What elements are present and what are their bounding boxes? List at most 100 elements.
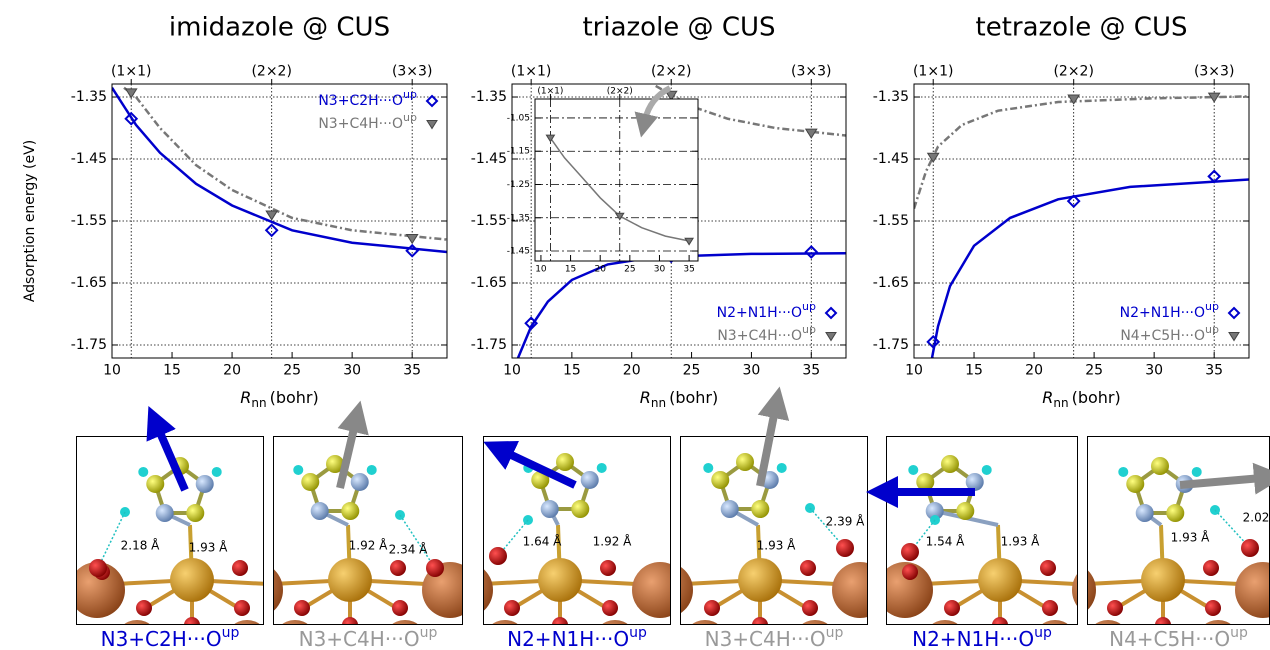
x2-tick-label: (2×2): [251, 63, 291, 79]
legend-label: N2+N1H···Oup: [717, 300, 816, 321]
panel-frame: [483, 436, 671, 625]
hbond: [399, 514, 436, 569]
y-tick-label: -1.15: [507, 147, 530, 157]
x-label-symbol: R: [1042, 388, 1053, 407]
distance-label: 2.18 Å: [121, 538, 161, 553]
distance-label: 1.93 Å: [757, 538, 797, 553]
atom-cu: [886, 562, 933, 618]
x-tick-label: 35: [802, 363, 820, 379]
ring-atom: [720, 500, 739, 519]
x-tick-label: 15: [965, 363, 983, 379]
ring-atom: [195, 474, 214, 493]
y-tick-label: -1.75: [471, 337, 507, 353]
atom-h: [1191, 466, 1202, 477]
structure-label: N2+N1H···Oup: [912, 625, 1052, 650]
x-tick-label: 30: [1145, 363, 1163, 379]
x-tick-label: 15: [163, 363, 181, 379]
ring-atom: [310, 502, 329, 521]
atom-cu: [491, 620, 519, 625]
atom-o: [1042, 600, 1058, 616]
structure-name: N4+C5H···O: [1109, 627, 1230, 650]
atom-cu: [931, 620, 959, 625]
x-tick-label: 10: [905, 363, 923, 379]
ring-atom: [341, 502, 360, 521]
ring-atom: [155, 504, 174, 523]
data-point: [405, 243, 420, 258]
data-point: [1066, 194, 1081, 209]
atom-o: [944, 600, 960, 616]
atom-cu: [123, 620, 151, 625]
ring-atom: [540, 500, 559, 519]
x2-tick-label: (3×3): [1194, 63, 1234, 79]
atom-h: [138, 466, 149, 477]
ring-atom: [571, 500, 590, 519]
structure-label: N3+C4H···Oup: [299, 625, 438, 650]
legend-name: N2+N1H···O: [1120, 305, 1205, 321]
legend-sup: up: [1205, 300, 1219, 313]
x-tick-label: 25: [1085, 363, 1103, 379]
atom-o: [800, 560, 816, 576]
atom-o: [89, 559, 107, 577]
data-point: [926, 152, 940, 164]
ring-atom: [941, 455, 959, 473]
x-tick-label: 30: [654, 265, 666, 275]
atom-o: [836, 539, 854, 557]
y-tick-label: -1.05: [507, 113, 530, 123]
atom-o: [1205, 600, 1221, 616]
x-tick-label: 20: [1025, 363, 1043, 379]
legend-name: N4+C5H···O: [1120, 328, 1205, 344]
data-point: [1207, 92, 1221, 103]
panel-frame: [680, 436, 868, 625]
x-tick-label: 30: [343, 363, 361, 379]
x2-tick-label: (3×3): [392, 63, 432, 79]
atom-o: [390, 560, 406, 576]
structure-label: N4+C5H···Oup: [1109, 625, 1248, 650]
y-tick-label: -1.35: [873, 89, 909, 105]
x-label-sub: nn: [251, 396, 266, 410]
x-tick-label: 10: [103, 363, 121, 379]
fit-curve: [930, 178, 1249, 358]
structure-sup: up: [1230, 625, 1248, 641]
atom-cu: [601, 620, 629, 625]
structure-label: N2+N1H···Oup: [507, 625, 647, 650]
legend-label: N3+C2H···Oup: [318, 88, 417, 109]
atom-o: [752, 617, 768, 625]
x-tick-label: 15: [565, 265, 576, 275]
data-point: [524, 316, 539, 331]
data-point: [804, 245, 819, 259]
chart-title: triazole @ CUS: [582, 13, 775, 43]
ring-atom: [146, 474, 165, 493]
ring-atom: [711, 470, 730, 489]
structure-panel: 1.92 Å 2.34 Å: [273, 436, 463, 625]
chart-title: tetrazole @ CUS: [976, 13, 1188, 43]
panel-frame: [273, 436, 463, 625]
fit-curve: [123, 86, 447, 241]
distance-label: 1.92 Å: [349, 538, 389, 553]
atom-cu: [281, 620, 309, 625]
atom-o: [392, 600, 408, 616]
y-tick-label: -1.45: [71, 151, 107, 167]
legend-label: N4+C5H···Oup: [1120, 323, 1219, 344]
atom-h: [366, 464, 377, 475]
atom-o: [234, 600, 250, 616]
x-tick-label: 20: [594, 265, 606, 275]
structure-label: N3+C4H···Oup: [705, 625, 844, 650]
data-point: [124, 111, 139, 126]
atom-o: [1040, 560, 1056, 576]
dipole-arrow: [146, 405, 189, 492]
x-label-symbol: R: [240, 388, 251, 407]
atom-cu: [233, 620, 261, 625]
atom-o: [552, 617, 568, 625]
legend-sup: up: [403, 88, 417, 101]
atom-cu: [1087, 569, 1096, 611]
atom-cu: [1072, 572, 1078, 608]
atom-h: [908, 464, 919, 475]
chart: -1.05 -1.15 -1.25 -1.35 -1.45 10 15 20 25 30 35 (1×…: [507, 86, 699, 275]
atom-cu: [483, 568, 493, 612]
structure-sup: up: [629, 625, 647, 641]
x-tick-label: 10: [503, 363, 521, 379]
y-tick-label: -1.65: [873, 275, 909, 291]
atom-cu: [691, 620, 719, 625]
distance-label: 1.93 Å: [1001, 534, 1041, 549]
inset-arrow: [634, 85, 672, 138]
